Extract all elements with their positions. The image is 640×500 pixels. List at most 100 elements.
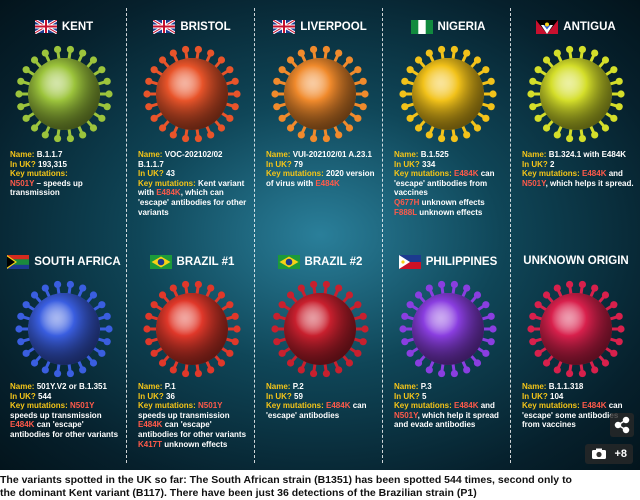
flag <box>398 255 421 269</box>
variant-panel: BRISTOL Name: VOC-202102/02 B.1.1.7 In UK?… <box>128 0 256 235</box>
detail-text: can 'escape' antibodies for other varian… <box>138 420 247 439</box>
detail-text: In UK? <box>266 159 294 169</box>
detail-text: Key mutations: <box>10 401 71 411</box>
detail-text: 43 <box>166 169 175 179</box>
detail-line: Name: B.1.525 <box>394 150 506 160</box>
detail-line: E484K can 'escape' antibodies for other … <box>10 420 122 439</box>
virus-illustration <box>271 280 369 378</box>
variant-details: Name: B.1.1.7 In UK? 193,315 Key mutations… <box>10 150 122 198</box>
detail-text: In UK? <box>138 169 166 179</box>
detail-line: Name: P.3 <box>394 382 506 392</box>
variant-details: Name: P.2 In UK? 59 Key mutations: E484K c… <box>266 382 378 420</box>
virus-illustration <box>143 45 241 143</box>
detail-line: E484K can 'escape' antibodies for other … <box>138 420 250 439</box>
share-icon <box>614 416 630 434</box>
divider <box>126 8 127 463</box>
detail-line: Key mutations: E484K can 'escape' antibo… <box>266 401 378 420</box>
gallery-badge[interactable]: +8 <box>585 444 633 464</box>
variant-panel: KENT Name: B.1.1.7 In UK? 193,315 Key mutat… <box>0 0 128 235</box>
variant-title: BRAZIL #1 <box>176 256 235 268</box>
detail-text: B.1.525 <box>420 150 449 159</box>
detail-text: 5 <box>422 391 427 401</box>
detail-line: In UK? 104 <box>522 392 634 402</box>
detail-text: E484K <box>582 169 607 179</box>
detail-text: Name: <box>394 150 421 159</box>
detail-line: Key mutations: <box>10 169 122 179</box>
detail-text: In UK? <box>394 159 422 169</box>
detail-text: speeds up transmission <box>10 410 102 420</box>
variant-title: UNKNOWN ORIGIN <box>523 255 629 267</box>
variant-panel: UNKNOWN ORIGIN Name: B.1.1.318 In UK? 104 K… <box>512 235 640 470</box>
detail-line: In UK? 36 <box>138 392 250 402</box>
detail-line: In UK? 5 <box>394 392 506 402</box>
detail-text: E484K <box>326 401 351 411</box>
detail-text: Name: <box>138 382 165 391</box>
detail-text: In UK? <box>522 391 550 401</box>
detail-text: unknown effects <box>162 439 228 449</box>
detail-text: B1.324.1 with E484K <box>548 150 627 159</box>
variant-panel: LIVERPOOL Name: VUI-202102/01 A.23.1 In UK… <box>256 0 384 235</box>
detail-line: Q677H unknown effects <box>394 198 506 208</box>
variant-title: ANTIGUA <box>563 21 616 33</box>
detail-line: Name: VOC-202102/02 B.1.1.7 <box>138 150 250 169</box>
detail-text: In UK? <box>266 391 294 401</box>
detail-text: In UK? <box>394 391 422 401</box>
detail-line: F888L unknown effects <box>394 208 506 218</box>
detail-text: unknown effects <box>416 207 483 217</box>
detail-text: P.3 <box>420 382 432 391</box>
variant-title: BRISTOL <box>180 21 231 33</box>
detail-text: can 'escape' antibodies from vaccines <box>394 169 495 198</box>
detail-line: Key mutations: 2020 version of virus wit… <box>266 169 378 188</box>
detail-line: Key mutations: E484K and N501Y, which he… <box>394 401 506 430</box>
divider <box>510 8 511 463</box>
detail-text: N501Y <box>10 178 35 188</box>
detail-line: Key mutations: N501Y speeds up transmiss… <box>138 401 250 420</box>
detail-text: In UK? <box>10 159 38 169</box>
detail-text: , which can 'escape' antibodies for othe… <box>138 188 247 217</box>
detail-text: Name: <box>138 150 165 159</box>
detail-text: Name: <box>10 382 37 391</box>
detail-text: Key mutations: <box>10 169 68 179</box>
variant-panel: PHILIPPINES Name: P.3 In UK? 5 Key mutation… <box>384 235 512 470</box>
detail-text: E484K <box>10 420 35 430</box>
detail-text: 59 <box>294 391 303 401</box>
detail-text: speeds up transmission <box>138 410 230 420</box>
detail-line: Name: P.2 <box>266 382 378 392</box>
virus-illustration <box>15 280 113 378</box>
panel-header: PHILIPPINES <box>384 255 512 269</box>
share-button[interactable] <box>610 413 634 437</box>
panel-header: ANTIGUA <box>512 20 640 34</box>
caption: The variants spotted in the UK so far: T… <box>0 474 640 500</box>
detail-text: and <box>606 169 623 179</box>
detail-text: P.1 <box>164 382 176 391</box>
detail-text: E484K <box>156 188 181 198</box>
detail-text: Q677H <box>394 197 420 207</box>
detail-text: Name: <box>522 382 549 391</box>
variant-panel: ANTIGUA Name: B1.324.1 with E484K In UK? 2… <box>512 0 640 235</box>
variant-details: Name: B.1.1.318 In UK? 104 Key mutations: … <box>522 382 634 430</box>
detail-text: 193,315 <box>38 159 67 169</box>
detail-line: In UK? 59 <box>266 392 378 402</box>
detail-text: 544 <box>38 391 52 401</box>
detail-line: Key mutations: N501Y speeds up transmiss… <box>10 401 122 420</box>
detail-text: VOC-202102/02 B.1.1.7 <box>138 150 223 169</box>
flag <box>153 20 176 34</box>
flag <box>149 255 172 269</box>
detail-text: Key mutations: <box>394 169 455 179</box>
variant-title: PHILIPPINES <box>425 256 498 268</box>
detail-text: K417T <box>138 439 163 449</box>
detail-text: N501Y <box>70 401 95 411</box>
caption-line: The variants spotted in the UK so far: T… <box>0 474 572 486</box>
detail-text: 334 <box>422 159 436 169</box>
detail-text: Key mutations: <box>522 169 583 179</box>
detail-text: Name: <box>10 150 37 159</box>
detail-line: Key mutations: E484K can 'escape' antibo… <box>394 169 506 198</box>
variant-details: Name: B.1.525 In UK? 334 Key mutations: E4… <box>394 150 506 217</box>
detail-line: Name: B.1.1.7 <box>10 150 122 160</box>
flag <box>34 20 57 34</box>
detail-text: P.2 <box>292 382 304 391</box>
detail-text: In UK? <box>138 391 166 401</box>
infographic: KENT Name: B.1.1.7 In UK? 193,315 Key mutat… <box>0 0 640 470</box>
detail-text: E484K <box>454 401 479 411</box>
